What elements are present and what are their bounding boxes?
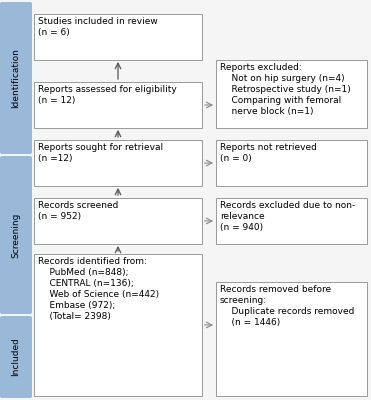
Text: Records identified from:
    PubMed (n=848);
    CENTRAL (n=136);
    Web of Sci: Records identified from: PubMed (n=848);… xyxy=(38,257,159,322)
Text: Studies included in review
(n = 6): Studies included in review (n = 6) xyxy=(38,17,158,37)
Text: Reports not retrieved
(n = 0): Reports not retrieved (n = 0) xyxy=(220,143,317,163)
Text: Identification: Identification xyxy=(12,48,20,108)
Text: Records removed before
screening:
    Duplicate records removed
    (n = 1446): Records removed before screening: Duplic… xyxy=(220,285,354,327)
FancyBboxPatch shape xyxy=(216,282,367,396)
FancyBboxPatch shape xyxy=(34,14,202,60)
Text: Included: Included xyxy=(12,338,20,376)
FancyBboxPatch shape xyxy=(0,156,32,314)
FancyBboxPatch shape xyxy=(216,140,367,186)
FancyBboxPatch shape xyxy=(216,60,367,128)
FancyBboxPatch shape xyxy=(34,82,202,128)
Text: Reports excluded:
    Not on hip surgery (n=4)
    Retrospective study (n=1)
   : Reports excluded: Not on hip surgery (n=… xyxy=(220,63,351,116)
FancyBboxPatch shape xyxy=(216,198,367,244)
FancyBboxPatch shape xyxy=(34,140,202,186)
FancyBboxPatch shape xyxy=(34,254,202,396)
Text: Screening: Screening xyxy=(12,212,20,258)
FancyBboxPatch shape xyxy=(0,316,32,398)
Text: Records screened
(n = 952): Records screened (n = 952) xyxy=(38,201,118,221)
Text: Reports sought for retrieval
(n =12): Reports sought for retrieval (n =12) xyxy=(38,143,163,163)
Text: Reports assessed for eligibility
(n = 12): Reports assessed for eligibility (n = 12… xyxy=(38,85,177,105)
Text: Records excluded due to non-
relevance
(n = 940): Records excluded due to non- relevance (… xyxy=(220,201,355,232)
FancyBboxPatch shape xyxy=(34,198,202,244)
FancyBboxPatch shape xyxy=(0,2,32,154)
